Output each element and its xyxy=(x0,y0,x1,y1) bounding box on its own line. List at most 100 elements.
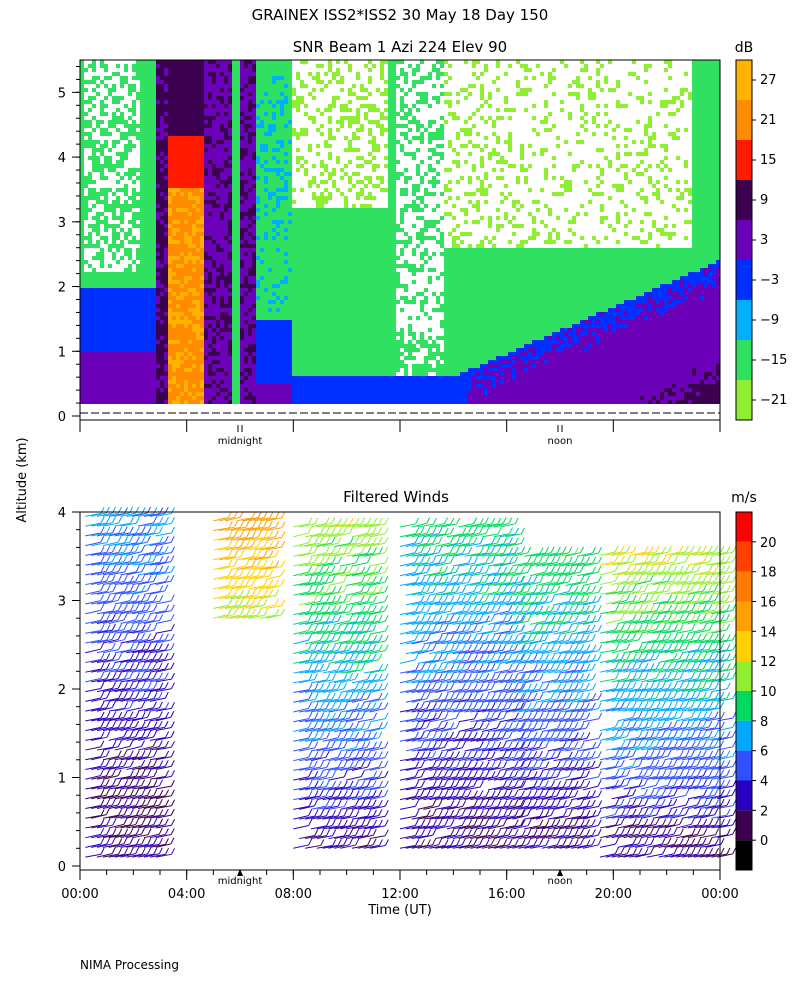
snr-cell xyxy=(312,96,316,100)
snr-cell xyxy=(176,376,180,380)
snr-cell xyxy=(156,352,160,356)
snr-cell xyxy=(252,324,256,328)
snr-cell xyxy=(220,152,224,156)
snr-cell xyxy=(312,392,316,396)
snr-cell xyxy=(116,200,120,204)
snr-cell xyxy=(248,128,252,132)
snr-cell xyxy=(236,144,240,148)
snr-cell xyxy=(156,348,160,352)
snr-cell xyxy=(100,128,104,132)
snr-cell xyxy=(236,84,240,88)
snr-cell xyxy=(232,180,236,184)
snr-cell xyxy=(276,344,280,348)
snr-cell xyxy=(132,84,136,88)
snr-cell xyxy=(308,336,312,340)
snr-cell xyxy=(128,256,132,260)
snr-cell xyxy=(152,208,156,212)
snr-cell xyxy=(260,224,264,228)
snr-cell xyxy=(268,96,272,100)
snr-cell xyxy=(300,292,304,296)
snr-cell xyxy=(232,304,236,308)
snr-cell xyxy=(80,120,84,124)
snr-cell xyxy=(272,220,276,224)
snr-cell xyxy=(156,284,160,288)
snr-cell xyxy=(320,368,324,372)
snr-cell xyxy=(84,216,88,220)
snr-cell xyxy=(204,128,208,132)
snr-cell xyxy=(292,392,296,396)
snr-cell xyxy=(140,340,144,344)
snr-cell xyxy=(188,324,192,328)
snr-cell xyxy=(288,292,292,296)
snr-cell xyxy=(256,60,260,64)
snr-cell xyxy=(176,388,180,392)
snr-cell xyxy=(244,284,248,288)
snr-cell xyxy=(192,92,196,96)
snr-cell xyxy=(260,212,264,216)
snr-cell xyxy=(192,336,196,340)
snr-cell xyxy=(96,320,100,324)
snr-cell xyxy=(136,400,140,404)
snr-cell xyxy=(184,108,188,112)
snr-cell xyxy=(228,216,232,220)
snr-cell xyxy=(276,244,280,248)
snr-cell xyxy=(88,308,92,312)
snr-cell xyxy=(200,236,204,240)
snr-cell xyxy=(92,284,96,288)
snr-cell xyxy=(220,276,224,280)
snr-cell xyxy=(148,204,152,208)
snr-cell xyxy=(176,340,180,344)
snr-cell xyxy=(168,264,172,268)
snr-cell xyxy=(180,284,184,288)
snr-cell xyxy=(188,200,192,204)
snr-cell xyxy=(340,220,344,224)
snr-cell xyxy=(112,348,116,352)
snr-cell xyxy=(192,260,196,264)
snr-cell xyxy=(184,288,188,292)
snr-cell xyxy=(236,116,240,120)
snr-cell xyxy=(232,160,236,164)
snr-cell xyxy=(232,144,236,148)
snr-cell xyxy=(192,332,196,336)
snr-cell xyxy=(228,256,232,260)
snr-cell xyxy=(124,384,128,388)
snr-cell xyxy=(80,180,84,184)
snr-cell xyxy=(296,248,300,252)
snr-cell xyxy=(124,144,128,148)
snr-cell xyxy=(236,328,240,332)
snr-cell xyxy=(280,196,284,200)
snr-cell xyxy=(84,312,88,316)
snr-cell xyxy=(224,284,228,288)
snr-cell xyxy=(116,360,120,364)
snr-cell xyxy=(260,136,264,140)
snr-cell xyxy=(236,308,240,312)
snr-cell xyxy=(264,72,268,76)
snr-cell xyxy=(240,264,244,268)
snr-cell xyxy=(80,372,84,376)
snr-cell xyxy=(208,296,212,300)
snr-cell xyxy=(176,260,180,264)
snr-cell xyxy=(140,248,144,252)
snr-cell xyxy=(192,384,196,388)
snr-cell xyxy=(252,184,256,188)
snr-cell xyxy=(152,368,156,372)
snr-cell xyxy=(300,252,304,256)
snr-cell xyxy=(216,340,220,344)
snr-cell xyxy=(188,236,192,240)
snr-cell xyxy=(216,188,220,192)
snr-cell xyxy=(160,364,164,368)
snr-cell xyxy=(260,120,264,124)
snr-cell xyxy=(192,280,196,284)
snr-cell xyxy=(100,400,104,404)
snr-cell xyxy=(276,232,280,236)
snr-cell xyxy=(244,192,248,196)
snr-cell xyxy=(304,216,308,220)
snr-cell xyxy=(332,372,336,376)
snr-cell xyxy=(212,260,216,264)
snr-cell xyxy=(88,300,92,304)
snr-cell xyxy=(128,268,132,272)
snr-cell xyxy=(180,352,184,356)
snr-cell xyxy=(80,200,84,204)
snr-cell xyxy=(192,208,196,212)
snr-cell xyxy=(224,164,228,168)
